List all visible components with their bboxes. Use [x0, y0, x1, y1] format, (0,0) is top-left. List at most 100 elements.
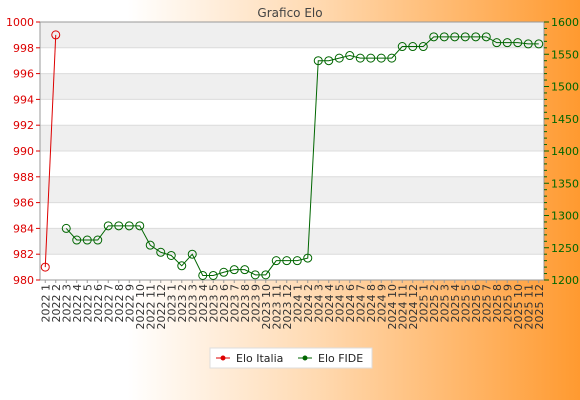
data-point [418, 42, 428, 52]
data-point [240, 265, 250, 275]
legend-label: Elo Italia [236, 352, 283, 365]
x-tick-label: 2022 5 [81, 284, 94, 323]
data-point [324, 56, 334, 66]
x-tick-label: 2024 8 [365, 284, 378, 323]
y-left-tick-label: 998 [13, 42, 34, 55]
data-point [408, 42, 418, 52]
y-right-tick-label: 1400 [551, 145, 579, 158]
data-point [271, 256, 281, 266]
legend: Elo Italia Elo FIDE [209, 347, 373, 369]
plot-band [40, 22, 544, 48]
x-tick-label: 2022 1 [39, 284, 52, 323]
data-point [93, 235, 103, 245]
x-tick-label: 2023 12 [281, 284, 294, 330]
legend-swatch-marker [220, 355, 226, 361]
series-line [65, 36, 539, 276]
x-tick-label: 2023 11 [270, 284, 283, 330]
data-point [135, 221, 145, 231]
data-point [51, 30, 61, 40]
y-right-tick-label: 1250 [551, 242, 579, 255]
x-tick-label: 2025 7 [480, 284, 493, 323]
plot-band [40, 176, 544, 203]
data-point [355, 53, 365, 63]
data-point [523, 39, 533, 49]
x-tick-label: 2022 2 [50, 284, 63, 323]
x-tick-label: 2025 4 [449, 284, 462, 323]
x-tick-label: 2025 8 [491, 284, 504, 323]
data-point [250, 270, 260, 280]
data-point [366, 53, 376, 63]
y-left-tick-label: 996 [13, 68, 34, 81]
x-tick-label: 2023 5 [207, 284, 220, 323]
data-point [313, 56, 323, 66]
data-point [208, 270, 218, 280]
x-tick-label: 2025 6 [470, 284, 483, 323]
x-tick-label: 2025 9 [501, 284, 514, 323]
data-point [156, 247, 166, 257]
x-tick-label: 2023 7 [228, 284, 241, 323]
y-left-tick-label: 1000 [6, 16, 34, 29]
x-tick-label: 2025 5 [459, 284, 472, 323]
x-tick-label: 2024 11 [396, 284, 409, 330]
x-tick-label: 2023 3 [186, 284, 199, 323]
x-tick-label: 2024 10 [386, 284, 399, 330]
plot-band [40, 47, 544, 74]
x-tick-label: 2024 1 [291, 284, 304, 323]
x-tick-label: 2024 7 [354, 284, 367, 323]
legend-label: Elo FIDE [318, 352, 363, 365]
x-tick-label: 2024 5 [333, 284, 346, 323]
data-point [145, 240, 155, 250]
x-tick-label: 2022 6 [92, 284, 105, 323]
y-left-tick-label: 994 [13, 93, 34, 106]
data-point [387, 53, 397, 63]
x-tick-label: 2024 9 [375, 284, 388, 323]
plot-band [40, 202, 544, 229]
x-tick-label: 2022 3 [60, 284, 73, 323]
data-point [513, 38, 523, 48]
y-right-tick-label: 1350 [551, 177, 579, 190]
data-point [219, 267, 229, 277]
data-point [282, 256, 292, 266]
x-tick-label: 2022 10 [134, 284, 147, 330]
data-point [534, 39, 544, 49]
data-point [177, 261, 187, 271]
x-tick-label: 2022 8 [113, 284, 126, 323]
plot-band [40, 73, 544, 100]
left-axis: 980 982 984 986 988 990 992 994 996 998 1000 [6, 16, 40, 287]
x-tick-label: 2022 12 [155, 284, 168, 330]
data-point [82, 235, 92, 245]
x-tick-label: 2025 2 [428, 284, 441, 323]
data-point [450, 32, 460, 42]
y-left-tick-label: 992 [13, 119, 34, 132]
x-tick-label: 2025 10 [512, 284, 525, 330]
x-tick-label: 2024 3 [312, 284, 325, 323]
x-tick-label: 2022 4 [71, 284, 84, 323]
series-line [44, 34, 57, 268]
y-right-tick-label: 1600 [551, 16, 579, 29]
y-left-tick-label: 986 [13, 197, 34, 210]
data-point [376, 53, 386, 63]
x-tick-label: 2023 1 [165, 284, 178, 323]
x-tick-label: 2022 7 [102, 284, 115, 323]
plot-band [40, 99, 544, 126]
plot-band [40, 125, 544, 151]
plot-band [40, 228, 544, 255]
y-left-tick-label: 984 [13, 222, 34, 235]
y-left-tick-label: 980 [13, 274, 34, 287]
y-left-tick-label: 988 [13, 171, 34, 184]
data-point [502, 38, 512, 48]
data-point [261, 270, 271, 280]
data-point [61, 223, 71, 233]
x-tick-label: 2024 4 [323, 284, 336, 323]
y-right-tick-label: 1500 [551, 81, 579, 94]
right-axis: 1200 1250 1300 1350 1400 1450 1500 1550 1600 [544, 16, 579, 287]
legend-box [209, 347, 373, 369]
x-tick-label: 2025 1 [417, 284, 430, 323]
series-layer [40, 30, 544, 280]
data-point [429, 32, 439, 42]
data-point [460, 32, 470, 42]
x-tick-label: 2024 6 [344, 284, 357, 323]
y-right-tick-label: 1450 [551, 113, 579, 126]
